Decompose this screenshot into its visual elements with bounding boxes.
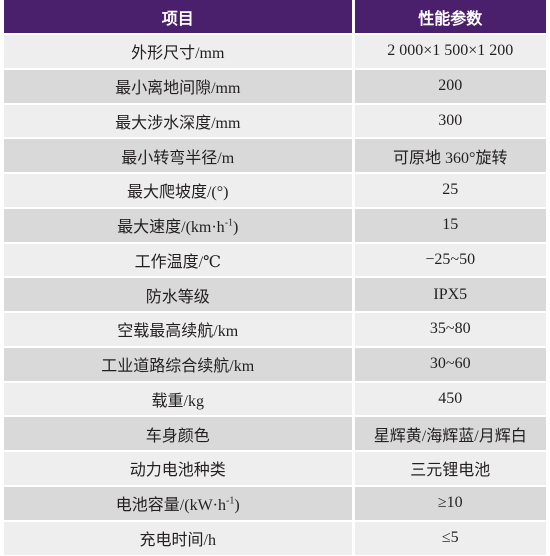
row-value: 25 xyxy=(353,172,546,208)
row-value: 30~60 xyxy=(353,345,546,382)
table-row: 充电时间/h ≤5 xyxy=(4,519,546,556)
table-row: 防水等级 IPX5 xyxy=(4,276,546,312)
row-item-suffix: ) xyxy=(233,219,239,237)
table-row: 工作温度/℃ −25~50 xyxy=(4,241,546,278)
row-value: 2 000×1 500×1 200 xyxy=(353,33,546,69)
table-row: 最小离地间隙/mm 200 xyxy=(4,67,546,104)
row-item: 最小离地间隙/mm xyxy=(4,67,355,104)
row-value: −25~50 xyxy=(353,241,546,278)
row-value: 200 xyxy=(353,67,546,104)
row-value: 星辉黄/海辉蓝/月辉白 xyxy=(353,415,546,451)
row-value: 15 xyxy=(353,206,546,243)
row-item: 防水等级 xyxy=(4,276,355,312)
row-value: 450 xyxy=(353,380,546,417)
row-value: IPX5 xyxy=(353,276,546,312)
row-item: 空载最高续航/km xyxy=(4,311,355,347)
table-row: 外形尺寸/mm 2 000×1 500×1 200 xyxy=(4,33,546,69)
row-item: 动力电池种类 xyxy=(4,450,355,486)
row-item: 最大速度/(km·h-1) xyxy=(4,206,355,243)
table-row: 车身颜色 星辉黄/海辉蓝/月辉白 xyxy=(4,415,546,451)
table-row: 空载最高续航/km 35~80 xyxy=(4,311,546,347)
row-value: ≤5 xyxy=(353,519,546,556)
table-row: 工业道路综合续航/km 30~60 xyxy=(4,345,546,382)
header-item: 项目 xyxy=(4,0,355,34)
row-value: ≥10 xyxy=(353,484,546,521)
row-item: 载重/kg xyxy=(4,380,355,417)
row-item-superscript: -1 xyxy=(226,495,235,507)
row-value: 300 xyxy=(353,102,546,139)
row-item-suffix: ) xyxy=(234,497,240,515)
table-header-row: 项目 性能参数 xyxy=(4,0,546,34)
row-value: 可原地 360°旋转 xyxy=(353,137,546,173)
row-value: 35~80 xyxy=(353,311,546,347)
row-value: 三元锂电池 xyxy=(353,450,546,486)
row-item: 最大爬坡度/(°) xyxy=(4,172,355,208)
table-row: 最小转弯半径/m 可原地 360°旋转 xyxy=(4,137,546,173)
table-row: 动力电池种类 三元锂电池 xyxy=(4,450,546,486)
table-row: 电池容量/(kW·h-1) ≥10 xyxy=(4,484,546,521)
row-item: 外形尺寸/mm xyxy=(4,33,355,69)
row-item: 工作温度/℃ xyxy=(4,241,355,278)
row-item: 工业道路综合续航/km xyxy=(4,345,355,382)
row-item: 电池容量/(kW·h-1) xyxy=(4,484,355,521)
spec-table: 项目 性能参数 外形尺寸/mm 2 000×1 500×1 200 最小离地间隙… xyxy=(4,0,546,556)
row-item: 车身颜色 xyxy=(4,415,355,451)
row-item: 最大涉水深度/mm xyxy=(4,102,355,139)
row-item-superscript: -1 xyxy=(224,217,234,229)
row-item-text: 电池容量/(kW·h xyxy=(115,497,227,515)
row-item-text: 最大速度/(km·h xyxy=(117,219,225,237)
row-item: 充电时间/h xyxy=(4,519,355,556)
table-row: 最大涉水深度/mm 300 xyxy=(4,102,546,139)
table-row: 最大爬坡度/(°) 25 xyxy=(4,172,546,208)
header-value: 性能参数 xyxy=(353,0,546,34)
table-row: 最大速度/(km·h-1) 15 xyxy=(4,206,546,243)
table-row: 载重/kg 450 xyxy=(4,380,546,417)
row-item: 最小转弯半径/m xyxy=(4,137,355,173)
